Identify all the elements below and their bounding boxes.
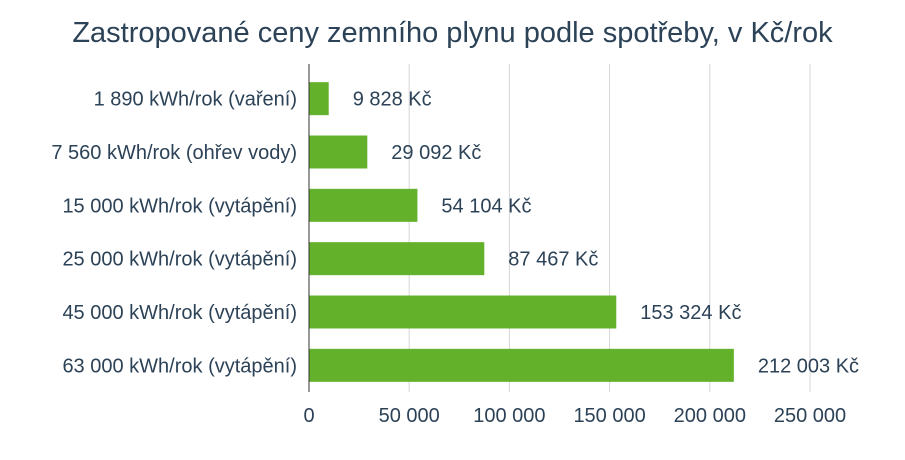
x-tick-label-3: 150 000 (573, 405, 645, 427)
category-label-4: 25 000 kWh/rok (vytápění) (62, 249, 297, 271)
value-label-5: 153 324 Kč (640, 302, 741, 324)
x-tick-label-5: 250 000 (774, 405, 846, 427)
bar-5 (309, 295, 617, 329)
category-label-2: 7 560 kWh/rok (ohřev vody) (51, 142, 297, 164)
x-tick-label-1: 50 000 (379, 405, 440, 427)
category-label-6: 63 000 kWh/rok (vytápění) (62, 355, 297, 377)
chart-title: Zastropované ceny zemního plynu podle sp… (72, 17, 833, 49)
x-tick-label-2: 100 000 (473, 405, 545, 427)
bar-3 (309, 188, 418, 222)
labels: 0 50 000 100 000 150 000 200 000 250 000 1 890… (51, 89, 859, 427)
bar-6 (309, 348, 734, 382)
value-label-6: 212 003 Kč (758, 355, 859, 377)
bar-2 (309, 135, 368, 169)
category-label-3: 15 000 kWh/rok (vytápění) (62, 195, 297, 217)
category-label-5: 45 000 kWh/rok (vytápění) (62, 302, 297, 324)
value-label-1: 9 828 Kč (353, 89, 432, 111)
bar-4 (309, 242, 485, 276)
value-label-4: 87 467 Kč (508, 249, 598, 271)
x-tick-label-0: 0 (303, 405, 314, 427)
value-label-3: 54 104 Kč (441, 195, 531, 217)
x-tick-label-4: 200 000 (674, 405, 746, 427)
category-label-1: 1 890 kWh/rok (vaření) (94, 89, 297, 111)
bars (309, 82, 734, 382)
value-label-2: 29 092 Kč (391, 142, 481, 164)
grid-lines (408, 64, 811, 392)
bar-1 (309, 82, 329, 116)
